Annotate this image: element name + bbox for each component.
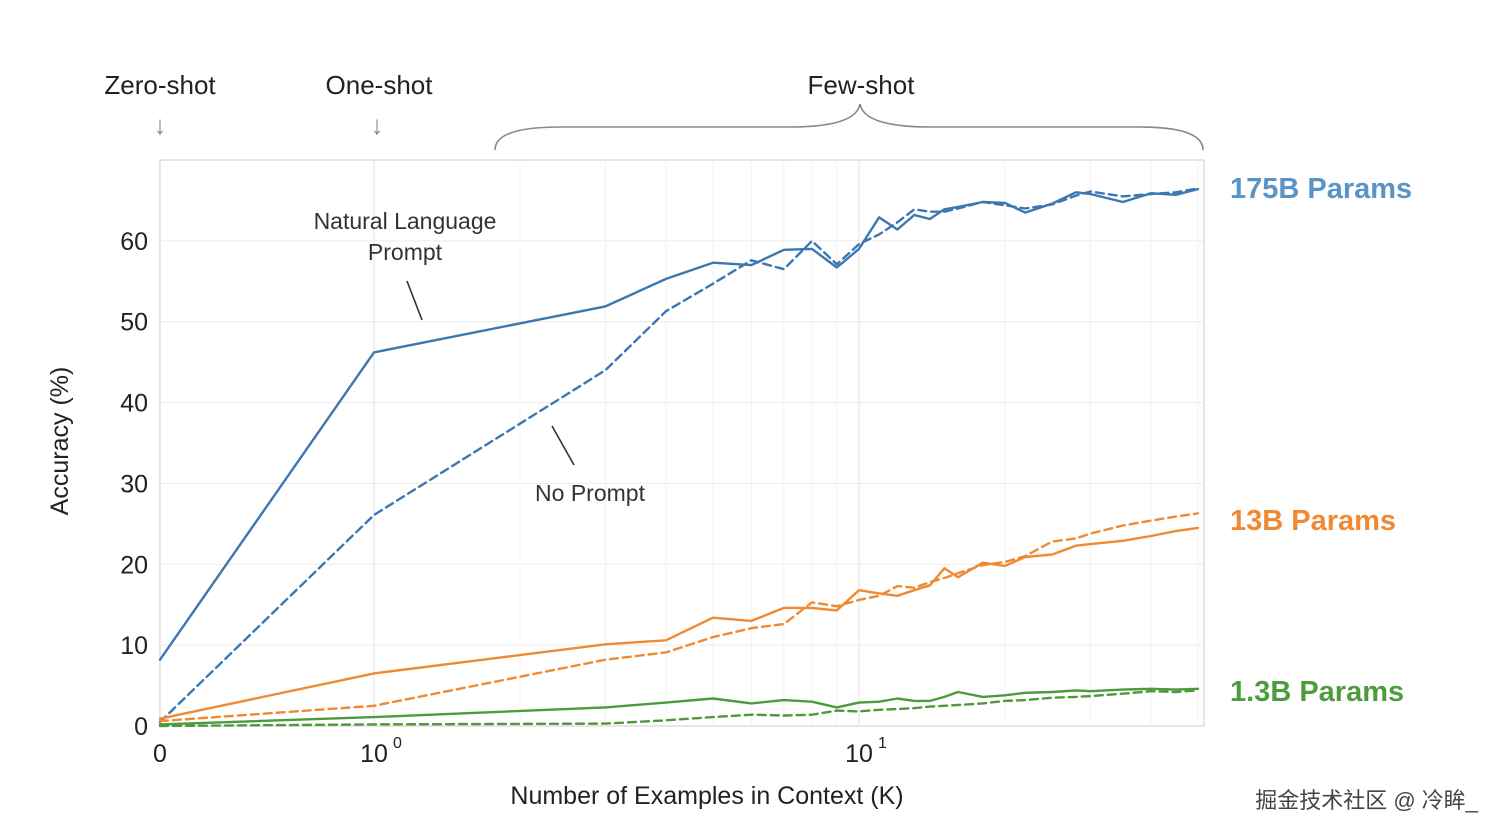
13b-params-no-prompt-line [158, 512, 1200, 723]
y-tick-label: 40 [120, 390, 148, 418]
13b-params-natural-language-line [158, 526, 1200, 720]
few-shot-brace [494, 103, 1204, 151]
x-ticks: 0 10 0 10 1 [153, 735, 887, 768]
1-3b-params-natural-language-line [158, 687, 1200, 726]
label-13b-params: 13B Params [1230, 505, 1396, 537]
y-tick-label: 20 [120, 551, 148, 579]
x-tick-exponent: 0 [393, 735, 402, 752]
x-tick-label: 0 [153, 740, 167, 768]
y-tick-label: 60 [120, 228, 148, 256]
y-axis-title: Accuracy (%) [46, 367, 74, 516]
y-tick-label: 10 [120, 632, 148, 660]
watermark: 掘金技术社区 @ 冷眸_ [1255, 788, 1479, 813]
series-layer [158, 187, 1200, 728]
175b-params-natural-language-line [158, 187, 1200, 661]
one-shot-arrow-icon: ↓ [371, 110, 384, 140]
label-175b-params: 175B Params [1230, 173, 1412, 205]
annotation-natural-language-line2: Prompt [368, 239, 443, 265]
zero-shot-arrow-icon: ↓ [154, 110, 167, 140]
x-tick-label: 10 [845, 740, 873, 768]
label-1-3b-params: 1.3B Params [1230, 676, 1404, 708]
annotation-no-prompt: No Prompt [535, 480, 646, 506]
y-tick-label: 30 [120, 470, 148, 498]
y-ticks: 0 10 20 30 40 50 60 [120, 228, 148, 741]
few-shot-label: Few-shot [808, 70, 916, 100]
grid [160, 160, 1204, 726]
annotation-no-prompt-pointer [551, 425, 575, 466]
y-tick-label: 50 [120, 309, 148, 337]
1-3b-params-no-prompt-line [158, 689, 1200, 728]
one-shot-label: One-shot [326, 70, 434, 100]
zero-shot-label: Zero-shot [104, 70, 216, 100]
annotation-natural-language-line1: Natural Language [314, 208, 497, 234]
annotation-natural-language-pointer [406, 280, 423, 321]
175b-params-no-prompt-line [158, 187, 1200, 724]
x-tick-exponent: 1 [878, 735, 887, 752]
plot-frame [159, 159, 1205, 727]
x-tick-label: 10 [360, 740, 388, 768]
x-axis-title: Number of Examples in Context (K) [510, 782, 903, 810]
y-tick-label: 0 [134, 713, 148, 741]
